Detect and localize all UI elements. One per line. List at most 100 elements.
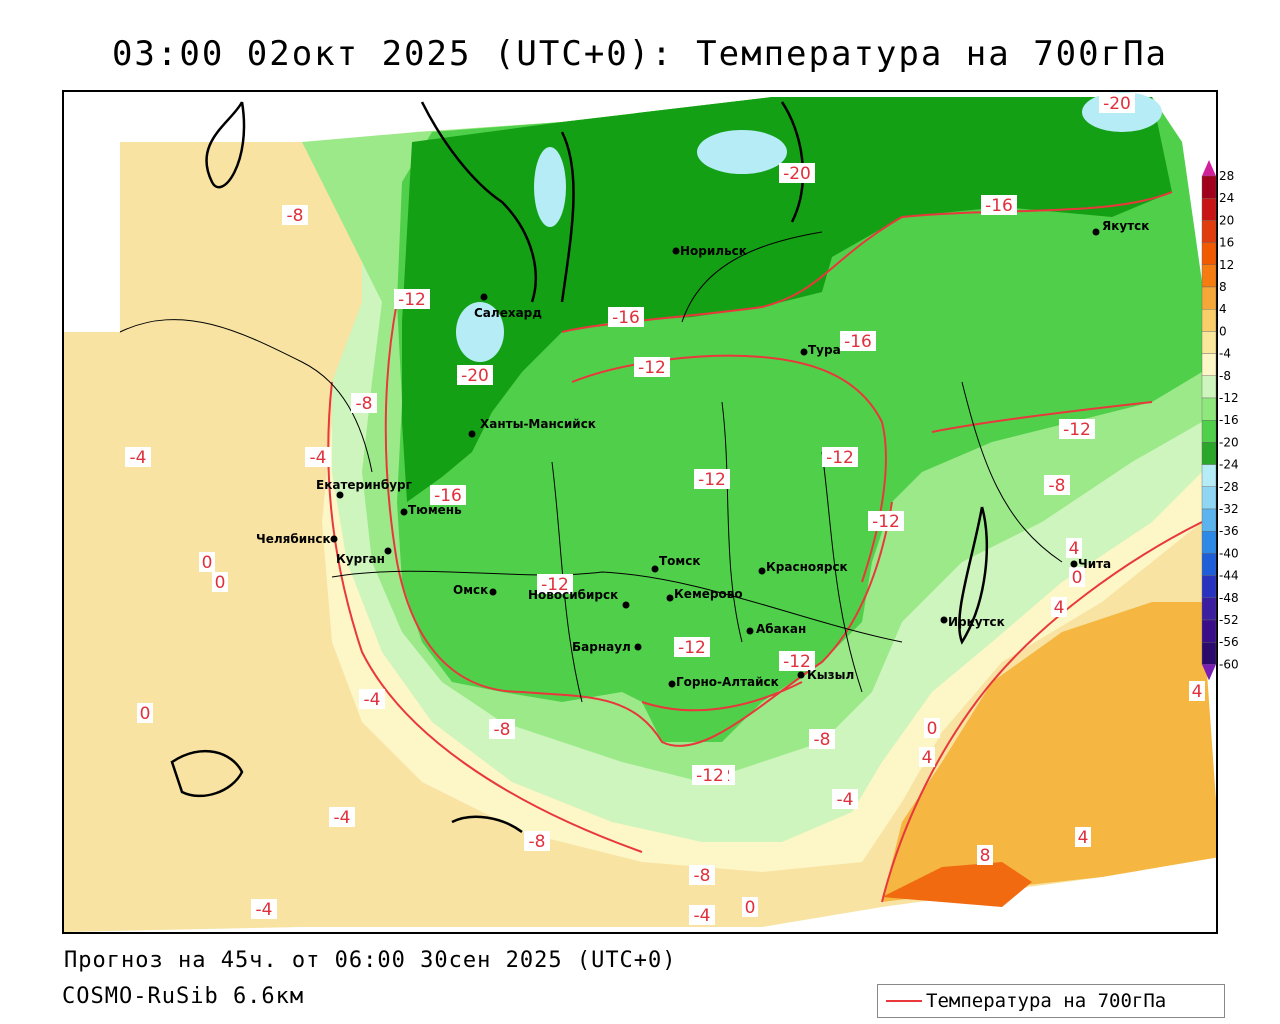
contour-label-bg	[919, 747, 935, 767]
contour-label: -12	[783, 652, 811, 672]
contour-label-bg	[981, 195, 1017, 215]
contour-label-bg	[457, 365, 493, 385]
contour-label-bg	[1075, 827, 1091, 847]
contour-label-bg	[840, 331, 876, 351]
colorbar-swatch	[1201, 220, 1217, 243]
contour-label: -12	[541, 575, 569, 595]
contour-label-bg	[305, 447, 331, 467]
contour-label-bg	[1099, 93, 1135, 113]
colorbar-swatch	[1201, 420, 1217, 443]
contour-label-bg	[809, 729, 835, 749]
city-marker	[384, 547, 392, 555]
colorbar-swatch	[1201, 597, 1217, 621]
colorbar-swatch	[1201, 375, 1217, 399]
contour-label: -16	[434, 486, 462, 506]
colorbar-svg: 28 24 20 16 12 8 4 0 -4 -8 -12 -16 -20 -24 -28 -32 -36 -4…	[1201, 160, 1239, 681]
contour-label: -4	[694, 906, 711, 926]
colorbar-swatch	[1201, 353, 1217, 377]
city-label: Челябинск	[256, 532, 331, 546]
contour-label-bg	[1066, 538, 1082, 558]
contour-label: -8	[529, 832, 546, 852]
city-marker	[330, 535, 338, 543]
contour-label-bg	[832, 789, 858, 809]
colorbar-tick-label: -60	[1219, 657, 1239, 671]
contour-label: -8	[1049, 476, 1066, 496]
colorbar-swatch	[1201, 286, 1217, 310]
city-label: Тюмень	[408, 503, 462, 517]
colorbar-tick-label: -36	[1219, 524, 1239, 538]
contour-label-bg	[1051, 597, 1067, 617]
contour-label: -12	[1063, 420, 1091, 440]
contour-label: -16	[985, 196, 1013, 216]
colorbar-tick-label: 24	[1219, 191, 1234, 205]
colorbar-tick-label: -20	[1219, 435, 1239, 449]
contour-label: -12	[826, 448, 854, 468]
colorbar-swatch	[1201, 264, 1217, 288]
contour-label-bg	[779, 163, 815, 183]
city-label: Ханты-Мансийск	[480, 417, 596, 431]
colorbar-swatch	[1201, 508, 1217, 532]
city-label: Омск	[453, 583, 488, 597]
contour-label: 8	[980, 846, 991, 866]
contour-label: 4	[1192, 682, 1203, 702]
colorbar-tick-label: -40	[1219, 546, 1239, 560]
contour-label: 4	[922, 748, 933, 768]
colorbar-tick-label: -12	[1219, 391, 1239, 405]
contour-label-bg	[674, 637, 710, 657]
contour-label-bg	[689, 865, 715, 885]
contour-label-bg	[430, 485, 466, 505]
colorbar-tick-label: 12	[1219, 258, 1234, 272]
contour-label-bg	[329, 807, 355, 827]
colorbar-swatch	[1201, 331, 1217, 354]
contour-label: 4	[1078, 828, 1089, 848]
city-marker	[489, 588, 497, 596]
colorbar-tick-label: -8	[1219, 369, 1231, 383]
contour-label: -12	[678, 638, 706, 658]
contour-label-bg	[692, 765, 728, 785]
contour-label-bg	[689, 905, 715, 925]
forecast-info: Прогноз на 45ч. от 06:00 30сен 2025 (UTC…	[64, 948, 677, 973]
contour-label-bg	[924, 718, 940, 738]
city-label: Барнаул	[572, 640, 631, 654]
contour-label-bg	[251, 899, 277, 919]
contour-label: -4	[256, 900, 273, 920]
colorbar-tick-label: 20	[1219, 213, 1234, 227]
contour-label: -20	[1103, 94, 1131, 114]
city-marker	[1070, 560, 1078, 568]
contour-label: -20	[461, 366, 489, 386]
colorbar-tick-label: 28	[1219, 169, 1234, 183]
contour-label-bg	[1069, 567, 1085, 587]
zone-plus8-east	[882, 862, 1032, 907]
colorbar-tick-label: -56	[1219, 635, 1239, 649]
contour-label: 4	[1069, 539, 1080, 559]
contour-label: -8	[494, 720, 511, 740]
colorbar-tick-label: -4	[1219, 347, 1231, 361]
city-label: Якутск	[1102, 219, 1149, 233]
contour-label-bg	[351, 393, 377, 413]
colorbar-tick-label: 8	[1219, 280, 1227, 294]
city-label: Красноярск	[766, 560, 848, 574]
contour-label-bg	[1044, 475, 1070, 495]
contour-label-bg	[359, 689, 385, 709]
cities: Норильск Якутск Салехард Тура Ханты-Мансийск…	[256, 219, 1149, 689]
city-marker	[800, 348, 808, 356]
contour-label: -4	[364, 690, 381, 710]
city-label: Новосибирск	[528, 588, 618, 602]
contour-label-bg	[1059, 419, 1095, 439]
contour-label-bg	[137, 703, 153, 723]
colorbar-swatch	[1201, 175, 1217, 199]
city-label: Абакан	[756, 622, 806, 636]
colorbar-swatch	[1201, 553, 1217, 576]
contour-label: 0	[927, 719, 938, 739]
contour-label: 0	[745, 898, 756, 918]
contour-label-bg	[977, 845, 993, 865]
city-marker	[400, 508, 408, 516]
colorbar-tick-label: 4	[1219, 302, 1227, 316]
city-marker	[1092, 228, 1100, 236]
contour-label: -8	[287, 206, 304, 226]
contour-label: -4	[130, 448, 147, 468]
city-marker	[797, 671, 805, 679]
city-marker	[480, 293, 488, 301]
legend: Температура на 700гПа	[877, 984, 1225, 1018]
contour-label-bg	[822, 447, 858, 467]
